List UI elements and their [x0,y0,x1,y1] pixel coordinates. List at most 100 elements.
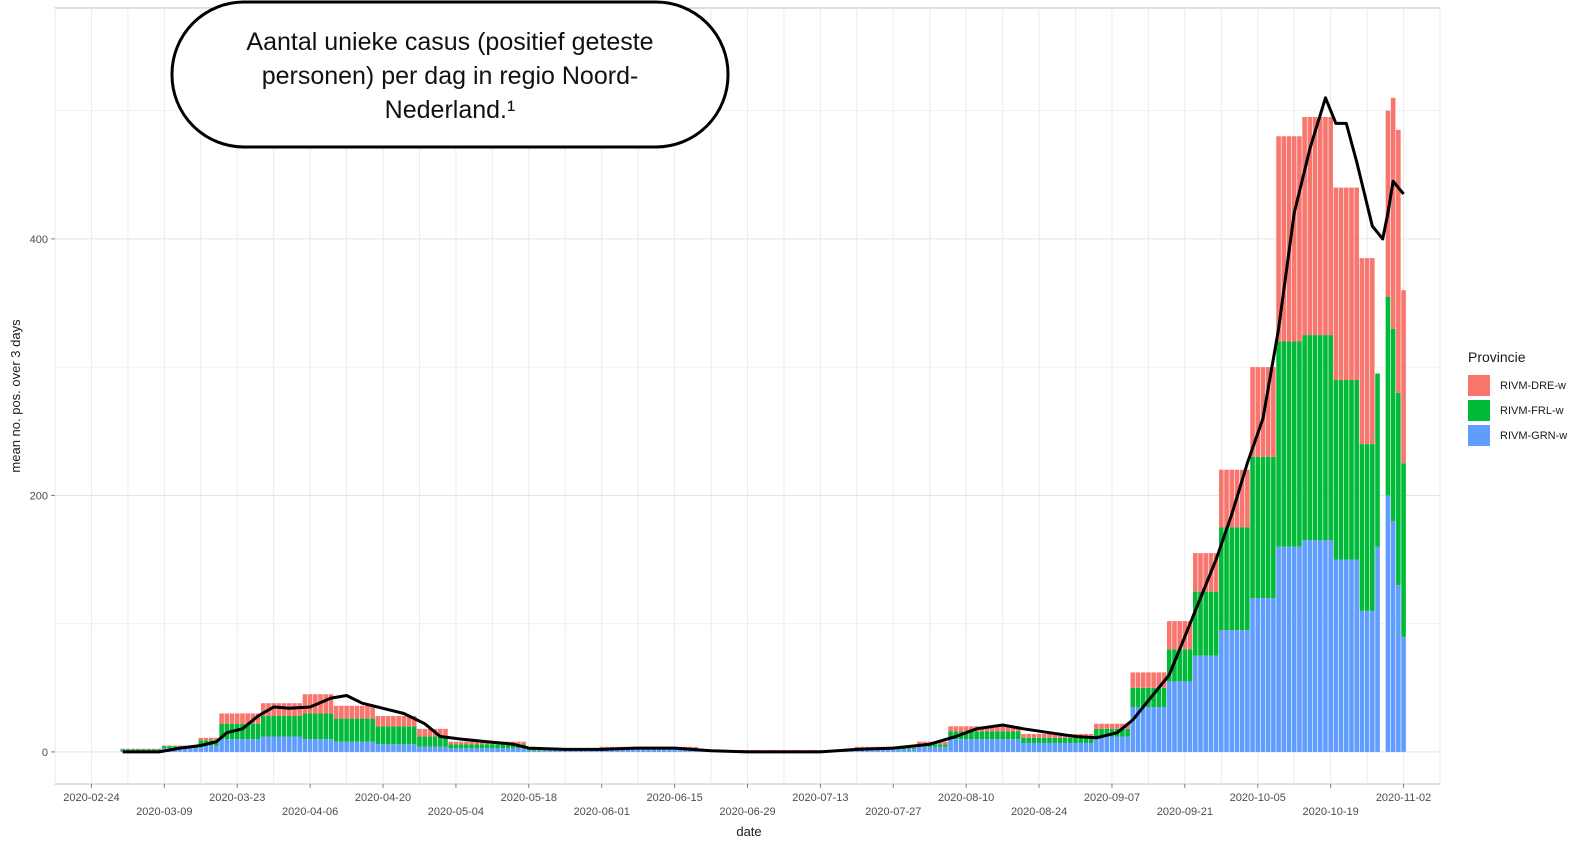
bar-segment-grn [385,744,391,752]
bar-segment-dre [1057,733,1063,738]
bar-segment-grn [849,751,854,752]
bar-segment-dre [1000,726,1005,732]
bar-segment-grn [318,739,323,752]
legend-swatch-dre [1468,375,1490,396]
bar-segment-grn [307,739,313,752]
bar-segment-frl [479,744,485,749]
y-tick-label: 400 [30,234,48,246]
bar-segment-dre [177,745,183,747]
bar-segment-frl [349,718,355,742]
bar-segment-grn [1213,655,1219,752]
bar-segment-grn [1078,742,1084,752]
bar-segment-dre [922,741,927,745]
bar-segment-dre [1010,726,1016,732]
bar-segment-dre [1135,672,1141,688]
bar-segment-grn [370,741,375,752]
bar-segment-dre [136,748,141,750]
legend-label-grn: RIVM-GRN-w [1500,430,1567,442]
bar-segment-dre [1114,723,1120,729]
bar-segment-grn [995,739,1000,752]
x-tick-label: 2020-05-18 [501,792,557,804]
bar-segment-grn [573,750,578,752]
bar-segment-dre [609,746,615,749]
bar-segment-grn [500,748,506,752]
bar-segment-frl [328,713,334,740]
bar-segment-dre [349,705,355,719]
x-tick-label: 2020-04-06 [282,806,338,818]
bar-segment-grn [661,749,667,752]
bar-segment-grn [1333,559,1339,752]
bar-segment-frl [1291,341,1297,547]
bar-segment-dre [1198,553,1203,592]
bar-segment-frl [1375,373,1380,547]
bar-segment-dre [406,716,412,727]
bar-segment-frl [271,716,276,737]
bar-segment-dre [162,745,167,747]
x-tick-label: 2020-03-09 [136,806,192,818]
bar-segment-dre [1385,110,1391,297]
bar-segment-dre [1021,733,1026,738]
bar-segment-grn [589,750,594,752]
bar-segment-dre [401,716,407,727]
bar-segment-grn [1323,540,1328,752]
bar-segment-frl [1083,737,1089,743]
bar-segment-frl [313,713,318,740]
bar-segment-frl [979,731,985,740]
bar-segment-grn [1187,681,1193,752]
bar-segment-grn [1005,739,1011,752]
x-tick-label: 2020-05-04 [428,806,484,818]
bar-segment-dre [1187,621,1193,650]
bar-segment-grn [531,750,537,752]
bar-segment-frl [438,736,443,747]
bar-segment-grn [1291,546,1297,752]
bar-segment-dre [1396,129,1401,393]
bar-segment-grn [1156,707,1162,752]
bar-segment-frl [120,749,125,751]
bar-segment-frl [443,736,448,747]
bar-segment-frl [1323,335,1328,541]
bar-segment-grn [1359,610,1365,752]
bar-segment-dre [1005,726,1011,732]
bar-segment-grn [1146,707,1151,752]
bar-segment-frl [1151,687,1156,708]
bar-segment-grn [505,748,511,752]
line-layer [122,96,1405,754]
bar-segment-frl [1187,649,1193,682]
bar-segment-frl [969,731,974,740]
bar-segment-grn [1120,736,1125,752]
bar-segment-grn [969,739,974,752]
bar-segment-dre [953,726,959,732]
bar-segment-dre [1109,723,1115,729]
bar-segment-frl [1343,379,1349,560]
bar-segment-dre [417,728,422,737]
bar-segment-dre [1265,367,1271,457]
bar-segment-frl [380,726,386,745]
bar-segment-frl [302,713,308,740]
bar-segment-frl [1302,335,1307,541]
bar-segment-grn [630,749,636,752]
bar-segment-grn [1338,559,1344,752]
bar-segment-grn [432,746,438,752]
bar-segment-dre [818,750,823,751]
bar-segment-dre [776,750,782,751]
bar-segment-dre [182,745,188,747]
bar-segment-dre [1328,117,1333,336]
bar-segment-frl [354,718,360,742]
bar-segment-dre [1291,136,1297,342]
bar-segment-frl [1047,737,1052,743]
bar-segment-dre [344,705,349,719]
bar-segment-grn [234,739,240,752]
bar-segment-grn [1281,546,1287,752]
bar-segment-dre [411,716,417,727]
bar-segment-grn [1073,742,1078,752]
bar-segment-dre [125,748,131,750]
bar-segment-frl [156,749,162,751]
bar-segment-dre [1099,723,1104,729]
bar-segment-dre [328,694,334,714]
bar-segment-dre [307,694,313,714]
bar-segment-grn [1354,559,1359,752]
bar-segment-grn [396,744,401,752]
bar-segment-grn [979,739,985,752]
bar-segment-grn [391,744,396,752]
y-tick-label: 200 [30,490,48,502]
